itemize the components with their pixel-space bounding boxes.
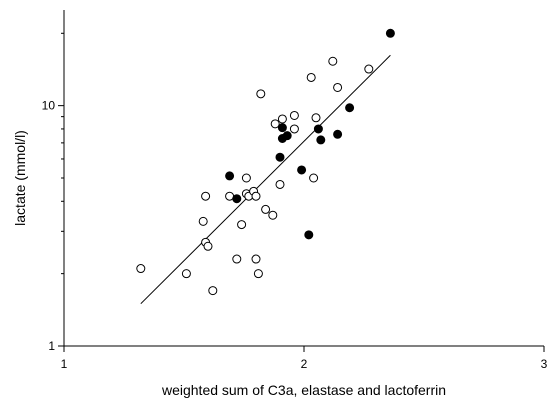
filled-data-point <box>277 123 287 133</box>
filled-data-point <box>282 131 292 141</box>
filled-data-point <box>275 152 285 162</box>
x-tick-label: 1 <box>61 357 68 371</box>
filled-data-point <box>316 135 326 145</box>
open-data-point <box>181 269 191 279</box>
filled-data-point <box>385 28 395 38</box>
open-data-point <box>237 220 247 230</box>
open-data-point <box>268 210 278 220</box>
open-data-point <box>232 254 242 264</box>
filled-data-point <box>313 124 323 134</box>
regression-line <box>140 54 391 305</box>
open-data-point <box>364 64 374 74</box>
filled-data-point <box>297 165 307 175</box>
filled-data-point <box>304 230 314 240</box>
open-data-point <box>289 124 299 134</box>
open-data-point <box>251 191 261 201</box>
y-ticks: 1 10 <box>42 32 64 353</box>
open-data-point <box>309 173 319 183</box>
open-data-point <box>328 56 338 66</box>
open-data-point <box>277 114 287 124</box>
x-ticks: 1 2 3 <box>61 346 547 371</box>
open-data-point <box>201 191 211 201</box>
open-data-point <box>253 269 263 279</box>
regression-line-layer <box>140 54 391 305</box>
open-data-point <box>289 110 299 120</box>
open-data-point <box>270 119 280 129</box>
open-data-point <box>311 113 321 123</box>
open-data-point <box>198 216 208 226</box>
open-data-point <box>275 179 285 189</box>
x-axis-title: weighted sum of C3a, elastase and lactof… <box>161 382 446 398</box>
open-data-point <box>306 72 316 82</box>
filled-points-layer <box>225 28 395 240</box>
y-tick-label: 10 <box>42 99 56 113</box>
open-data-point <box>256 89 266 99</box>
filled-data-point <box>333 129 343 139</box>
open-data-point <box>203 241 213 251</box>
x-tick-label: 3 <box>541 357 547 371</box>
filled-data-point <box>345 103 355 113</box>
open-data-point <box>136 264 146 274</box>
open-points-layer <box>136 56 374 296</box>
x-tick-label: 2 <box>301 357 308 371</box>
open-data-point <box>333 82 343 92</box>
open-data-point <box>251 254 261 264</box>
open-data-point <box>208 286 218 296</box>
y-tick-label: 1 <box>48 339 55 353</box>
open-data-point <box>261 204 271 214</box>
filled-data-point <box>225 171 235 181</box>
y-axis-title: lactate (mmol/l) <box>12 130 28 226</box>
filled-data-point <box>232 194 242 204</box>
open-data-point <box>241 173 251 183</box>
